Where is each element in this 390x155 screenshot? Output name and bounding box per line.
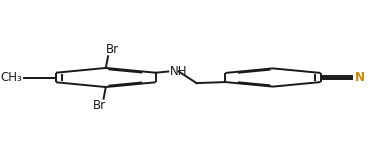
Text: N: N xyxy=(355,71,365,84)
Text: Br: Br xyxy=(106,43,119,56)
Text: NH: NH xyxy=(170,65,187,78)
Text: CH₃: CH₃ xyxy=(1,71,23,84)
Text: Br: Br xyxy=(92,99,106,112)
